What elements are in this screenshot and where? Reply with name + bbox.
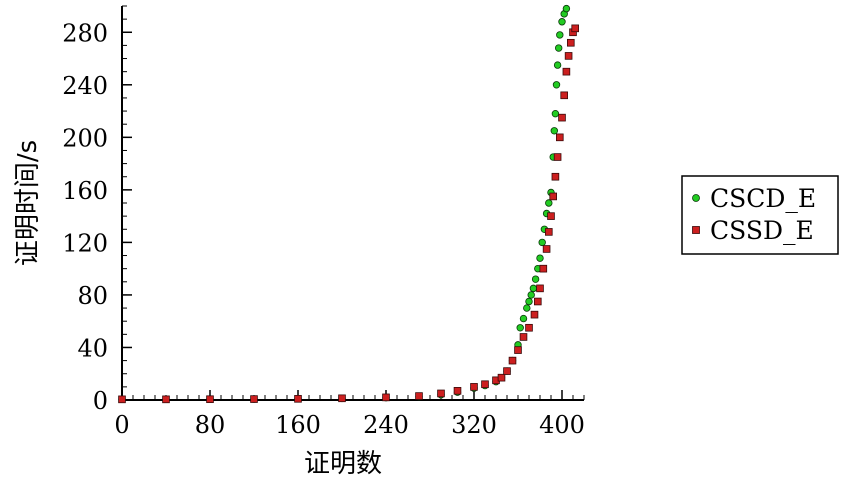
point-CSSD_E — [497, 373, 506, 382]
point-CSSD_E — [118, 395, 126, 404]
point-CSSD_E — [553, 153, 562, 161]
point-CSSD_E — [539, 264, 548, 273]
point-CSSD_E — [415, 392, 423, 400]
point-CSSD_E — [508, 356, 517, 365]
point-CSSD_E — [382, 393, 390, 402]
x-tick-label: 0 — [114, 411, 129, 439]
point-CSSD_E — [542, 245, 551, 253]
point-CSSD_E — [470, 383, 478, 391]
y-tick-label: 280 — [62, 19, 108, 47]
point-CSSD_E — [519, 333, 528, 341]
point-CSSD_E — [250, 395, 258, 403]
point-CSCD_E — [552, 81, 561, 89]
point-CSSD_E — [571, 24, 579, 33]
point-CSCD_E — [523, 304, 531, 312]
x-tick-label: 400 — [539, 411, 585, 439]
point-CSSD_E — [525, 323, 533, 332]
point-CSSD_E — [549, 192, 557, 201]
point-CSSD_E — [534, 297, 542, 306]
point-CSSD_E — [556, 133, 564, 142]
point-CSSD_E — [437, 389, 445, 398]
point-CSSD_E — [547, 212, 555, 220]
x-tick-label: 240 — [363, 411, 409, 439]
point-CSSD_E — [564, 52, 573, 60]
x-tick-label: 80 — [195, 411, 226, 439]
point-CSCD_E — [558, 18, 566, 26]
y-axis-label: 证明时间/s — [13, 140, 43, 266]
y-tick-label: 240 — [62, 72, 108, 100]
point-CSSD_E — [536, 284, 544, 293]
point-CSSD_E — [206, 395, 214, 404]
point-CSCD_E — [536, 254, 544, 262]
x-axis-label: 证明数 — [304, 449, 382, 479]
legend-label-CSCD_E: CSCD_E — [710, 184, 816, 213]
legend-label-CSSD_E: CSSD_E — [710, 216, 814, 245]
point-CSSD_E — [567, 38, 575, 47]
y-tick-label: 40 — [77, 334, 108, 362]
legend-marker-CSCD_E — [692, 194, 700, 202]
y-tick-label: 0 — [93, 387, 108, 415]
legend-marker-CSSD_E — [692, 226, 700, 234]
point-CSCD_E — [551, 109, 560, 118]
axes: 0 80 160 240 320 400 0 40 80 120 160 200 240 280 — [62, 5, 585, 439]
point-CSSD_E — [294, 395, 302, 403]
point-CSCD_E — [529, 284, 538, 293]
point-CSCD_E — [556, 31, 564, 39]
data-marks — [118, 4, 579, 404]
y-tick-label: 120 — [62, 229, 108, 257]
x-tick-label: 160 — [275, 411, 321, 439]
point-CSSD_E — [530, 310, 539, 319]
point-CSSD_E — [560, 91, 568, 100]
point-CSSD_E — [558, 113, 566, 122]
y-tick-label: 80 — [77, 282, 108, 310]
point-CSCD_E — [525, 297, 533, 306]
point-CSCD_E — [545, 199, 553, 207]
point-CSCD_E — [550, 127, 558, 135]
point-CSCD_E — [516, 324, 524, 332]
point-CSSD_E — [551, 172, 560, 181]
point-CSSD_E — [453, 387, 462, 395]
point-CSSD_E — [503, 367, 511, 375]
point-CSSD_E — [162, 395, 170, 404]
point-CSCD_E — [555, 44, 563, 52]
series-CSSD_E — [118, 24, 579, 404]
series-CSCD_E — [118, 4, 571, 404]
x-tick-label: 320 — [451, 411, 497, 439]
y-tick-label: 160 — [62, 177, 108, 205]
point-CSSD_E — [338, 394, 346, 403]
y-tick-label: 200 — [62, 124, 108, 152]
point-CSSD_E — [481, 380, 489, 389]
point-CSCD_E — [538, 238, 546, 247]
point-CSCD_E — [527, 291, 535, 299]
legend: CSCD_E CSSD_E — [681, 175, 839, 255]
legend-box — [681, 175, 839, 255]
point-CSSD_E — [514, 346, 522, 354]
point-CSCD_E — [562, 4, 571, 13]
point-CSSD_E — [545, 228, 553, 236]
point-CSSD_E — [562, 67, 571, 76]
point-CSCD_E — [553, 61, 562, 69]
point-CSCD_E — [519, 314, 528, 323]
point-CSCD_E — [531, 275, 540, 283]
